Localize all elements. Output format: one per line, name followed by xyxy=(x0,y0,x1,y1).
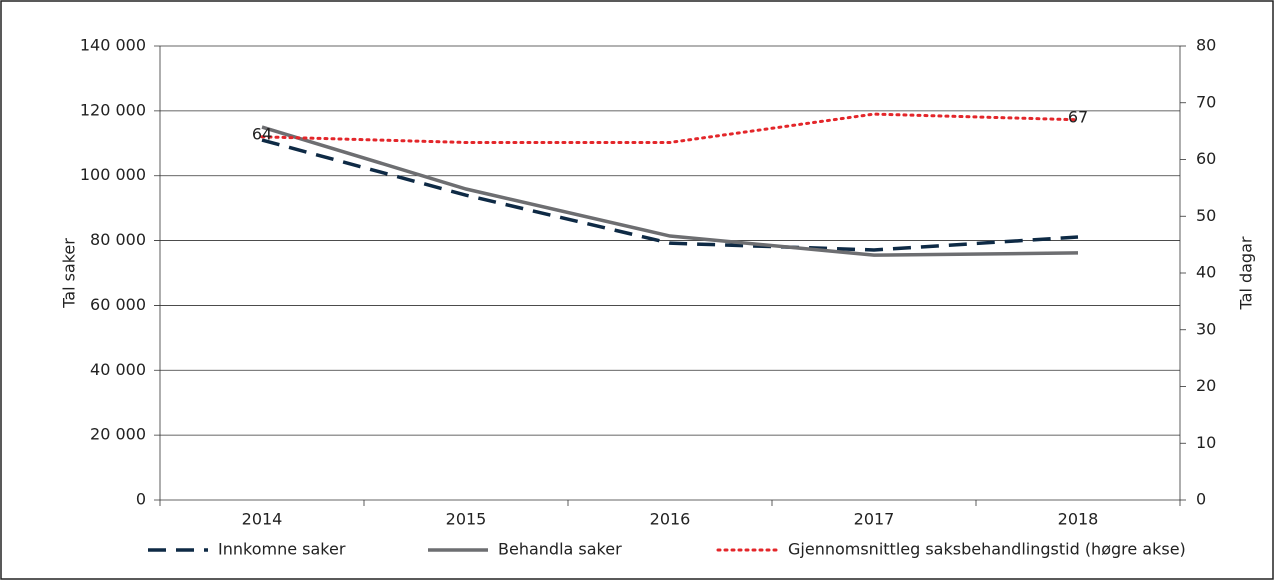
y-tick-label: 40 000 xyxy=(90,360,146,379)
y2-tick-label: 40 xyxy=(1196,263,1216,282)
y-tick-label: 120 000 xyxy=(80,100,146,119)
y-tick-label: 140 000 xyxy=(80,36,146,55)
x-tick-label: 2015 xyxy=(446,510,487,529)
x-tick-label: 2017 xyxy=(854,510,895,529)
legend-label: Behandla saker xyxy=(498,540,622,559)
x-tick-label: 2018 xyxy=(1058,510,1099,529)
y2-tick-label: 10 xyxy=(1196,433,1216,452)
y2-tick-label: 60 xyxy=(1196,149,1216,168)
y-tick-label: 80 000 xyxy=(90,230,146,249)
y-tick-label: 0 xyxy=(136,490,146,509)
y2-tick-label: 80 xyxy=(1196,36,1216,55)
series-line xyxy=(261,138,1079,252)
y2-tick-label: 30 xyxy=(1196,319,1216,338)
y2-tick-label: 50 xyxy=(1196,206,1216,225)
y2-axis-title: Tal dagar xyxy=(1237,236,1256,310)
data-label: 64 xyxy=(252,124,272,143)
y-tick-label: 100 000 xyxy=(80,165,146,184)
x-tick-label: 2014 xyxy=(242,510,283,529)
legend-label: Innkomne saker xyxy=(218,540,346,559)
x-tick-label: 2016 xyxy=(650,510,691,529)
y-tick-label: 20 000 xyxy=(90,425,146,444)
series-line xyxy=(261,125,1079,257)
legend-label: Gjennomsnittleg saksbehandlingstid (høgr… xyxy=(788,540,1186,559)
data-label: 67 xyxy=(1068,107,1088,126)
series-line xyxy=(260,112,1080,144)
y2-tick-label: 70 xyxy=(1196,92,1216,111)
y-tick-label: 60 000 xyxy=(90,295,146,314)
y2-tick-label: 0 xyxy=(1196,490,1206,509)
y-axis-title: Tal saker xyxy=(60,238,79,309)
y2-tick-label: 20 xyxy=(1196,376,1216,395)
